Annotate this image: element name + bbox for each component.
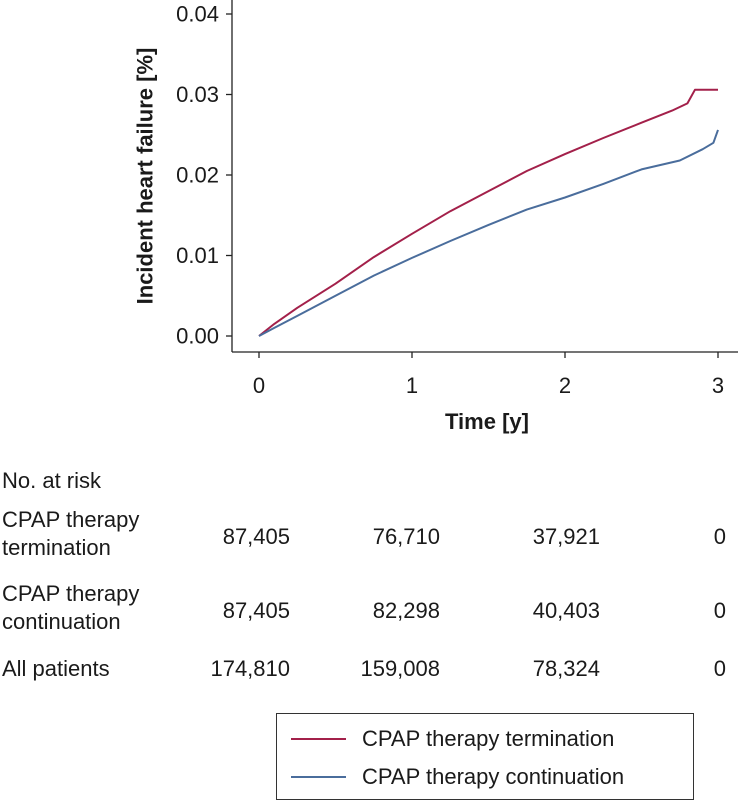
legend-swatch (291, 776, 346, 778)
risk-cell: 37,921 (532, 524, 600, 549)
legend-item-continuation: CPAP therapy continuation (291, 762, 624, 792)
risk-row-label-continuation: CPAP therapy continuation (2, 580, 139, 636)
x-tick-label: 0 (253, 373, 265, 398)
risk-row-label-line1: CPAP therapy (2, 581, 140, 606)
series-group (258, 88, 719, 337)
risk-cell: 0 (713, 598, 726, 623)
y-tick-label: 0.02 (176, 163, 219, 188)
risk-row-label-termination: CPAP therapy termination (2, 506, 139, 562)
risk-cell: 87,405 (222, 598, 290, 623)
y-tick-label: 0.04 (176, 2, 219, 27)
x-axis-title: Time [y] (445, 409, 529, 434)
risk-table-title: No. at risk (2, 468, 102, 493)
x-axis-ticks: 0 1 2 3 (253, 352, 724, 398)
risk-cell: 82,298 (372, 598, 440, 623)
km-chart: 0.00 0.01 0.02 0.03 0.04 0 1 2 3 Incident heart… (133, 0, 738, 434)
risk-cell: 0 (713, 656, 726, 681)
risk-cell: 174,810 (210, 656, 290, 681)
risk-row-label-line2: termination (2, 535, 111, 560)
x-tick-label: 3 (712, 373, 724, 398)
risk-cell: 159,008 (360, 656, 440, 681)
y-tick-label: 0.01 (176, 243, 219, 268)
y-tick-label: 0.00 (176, 324, 219, 349)
series-line-termination (258, 88, 718, 337)
risk-cell: 78,324 (532, 656, 600, 681)
legend-item-termination: CPAP therapy termination (291, 724, 614, 754)
risk-cell: 76,710 (372, 524, 440, 549)
risk-cell: 0 (713, 524, 726, 549)
legend-label: CPAP therapy continuation (362, 764, 625, 789)
y-axis-title: Incident heart failure [%] (133, 48, 158, 305)
legend: CPAP therapy termination CPAP therapy co… (276, 713, 694, 800)
legend-label: CPAP therapy termination (362, 726, 615, 751)
risk-cell: 40,403 (532, 598, 600, 623)
risk-row-label-line1: CPAP therapy (2, 507, 140, 532)
series-line-continuation (258, 129, 719, 337)
risk-row-label-all: All patients (2, 655, 110, 683)
risk-row-label-line1: All patients (2, 656, 110, 681)
risk-cell: 87,405 (222, 524, 290, 549)
y-axis-ticks: 0.00 0.01 0.02 0.03 0.04 (176, 2, 232, 349)
y-tick-label: 0.03 (176, 82, 219, 107)
legend-swatch (291, 738, 346, 740)
x-tick-label: 2 (559, 373, 571, 398)
risk-row-label-line2: continuation (2, 609, 121, 634)
x-tick-label: 1 (406, 373, 418, 398)
